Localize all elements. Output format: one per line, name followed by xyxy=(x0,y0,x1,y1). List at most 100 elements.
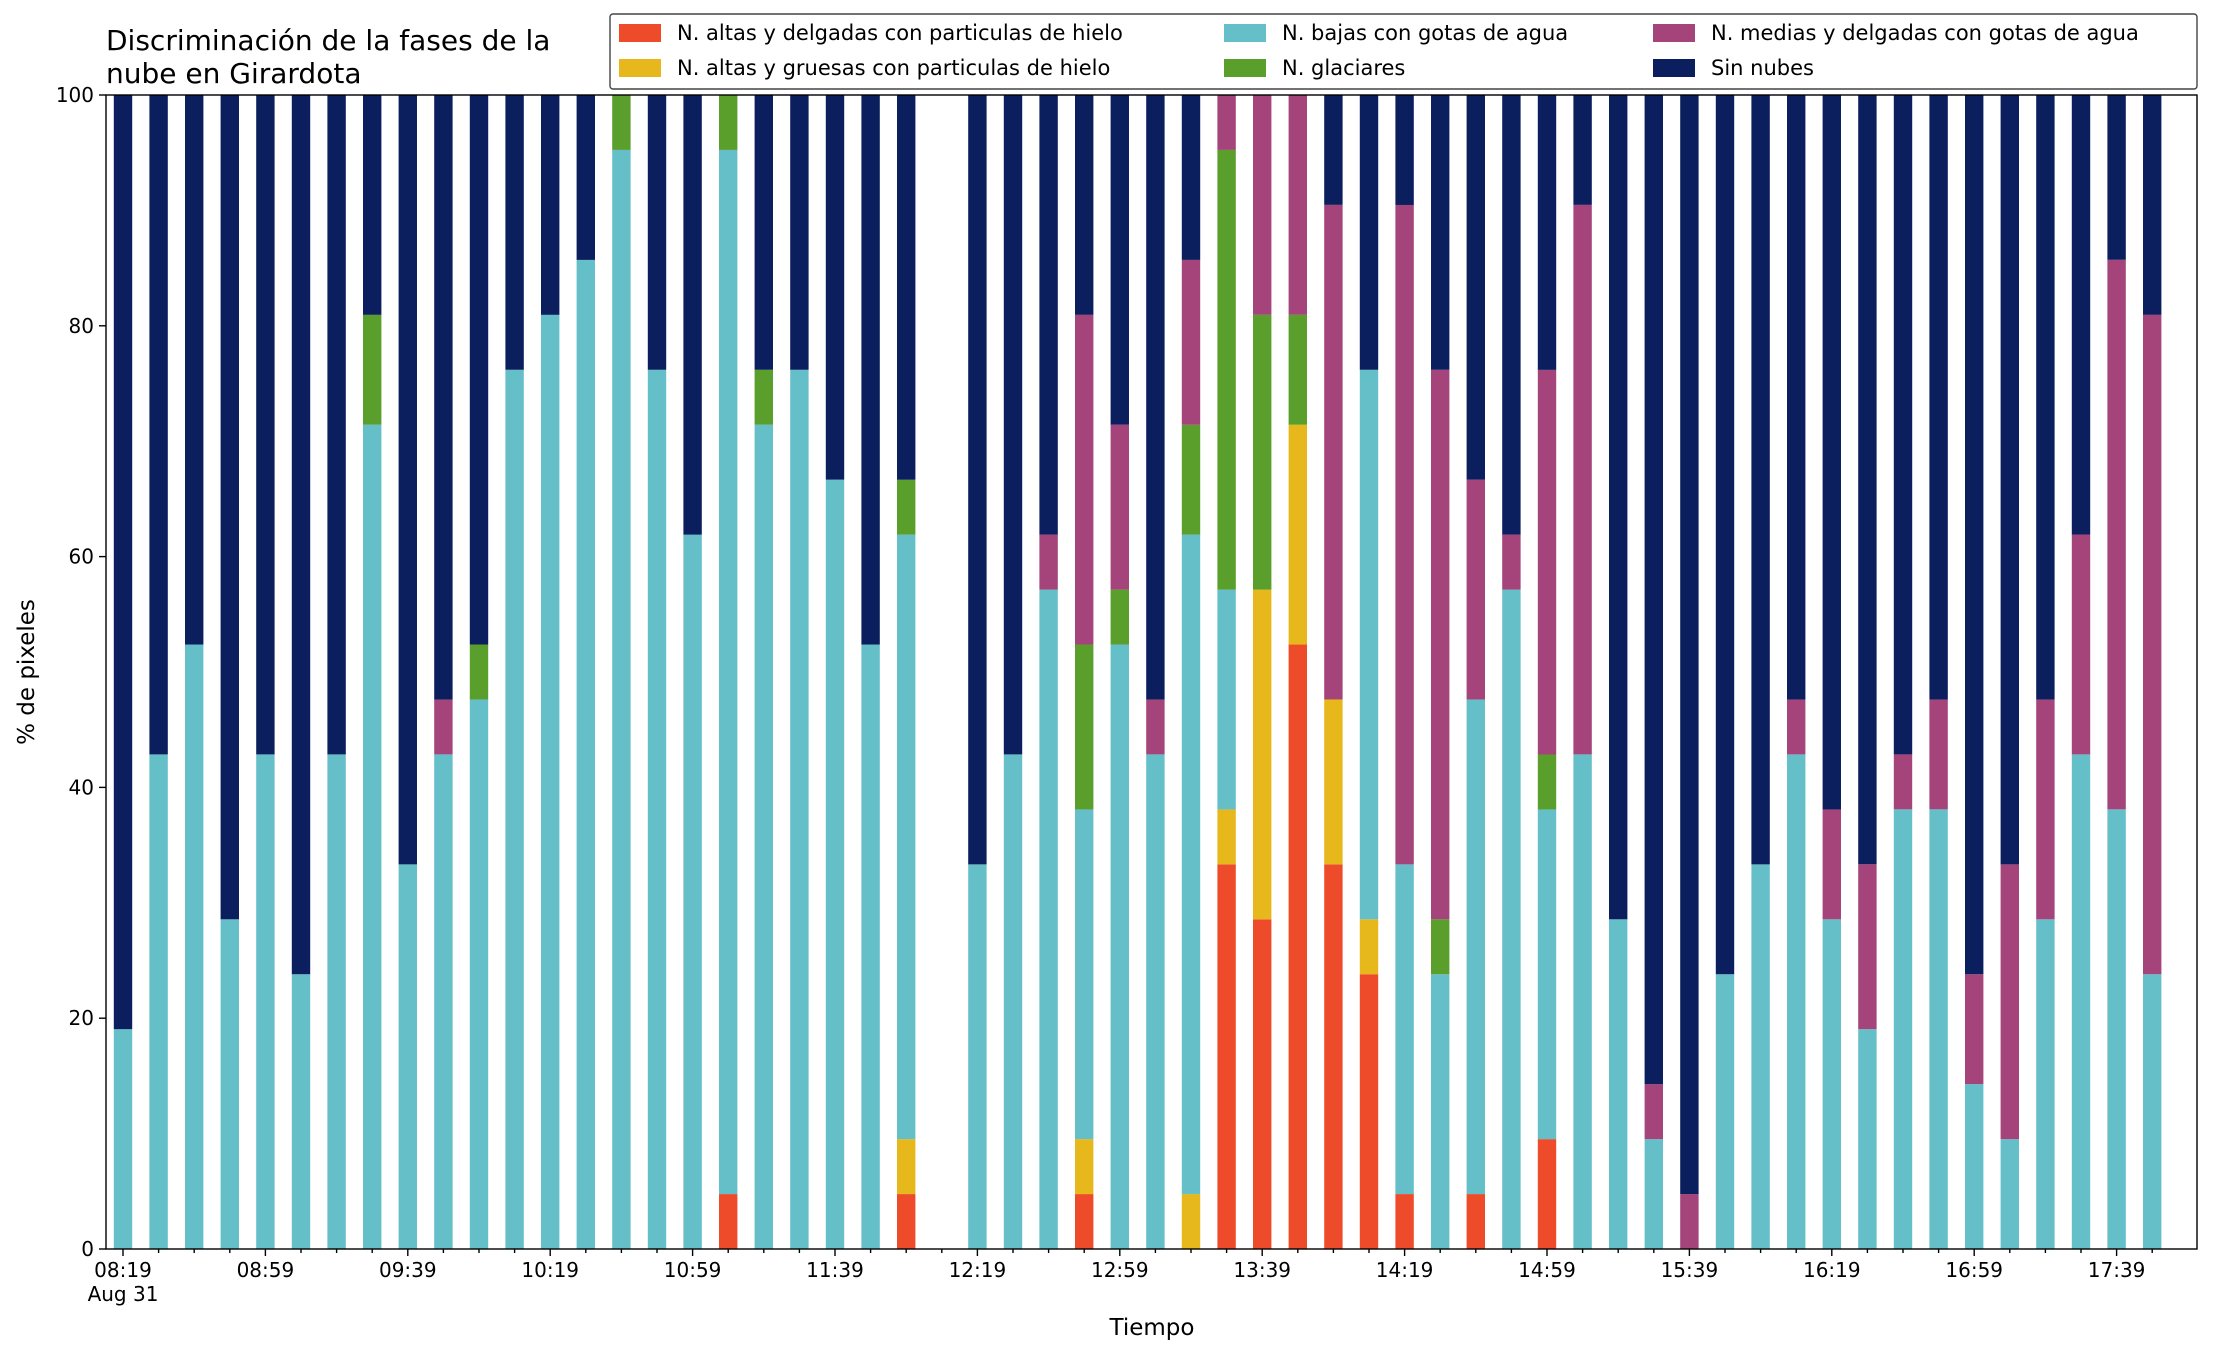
x-tick-label: 08:19 xyxy=(94,1258,152,1282)
bar-segment xyxy=(1822,95,1841,810)
bar-segment xyxy=(1253,919,1272,1249)
bar-segment xyxy=(1217,589,1236,810)
x-tick-label: 15:39 xyxy=(1661,1258,1719,1282)
bar-segment xyxy=(790,369,809,1249)
bar-segment xyxy=(1003,754,1023,1249)
x-axis-label: Tiempo xyxy=(1109,1315,1195,1341)
legend-swatch xyxy=(1224,24,1266,42)
bar-segment xyxy=(1075,1194,1094,1249)
bar-segment xyxy=(861,95,880,645)
bar-segment xyxy=(1573,95,1592,205)
bar-segment xyxy=(825,95,845,480)
bar-segment xyxy=(1395,95,1414,205)
bar-segment xyxy=(1537,95,1557,370)
bar-segment xyxy=(1502,534,1521,590)
bar-segment xyxy=(612,149,631,1249)
x-tick-label: 13:39 xyxy=(1233,1258,1291,1282)
bar-segment xyxy=(1181,95,1201,260)
bar-segment xyxy=(2143,95,2162,315)
bar-segment xyxy=(576,95,595,260)
bar-segment xyxy=(434,699,453,755)
bar-segment xyxy=(861,644,880,1249)
bar-segment xyxy=(1395,1194,1414,1249)
x-tick-label: 12:59 xyxy=(1091,1258,1149,1282)
legend-box xyxy=(609,13,2198,90)
y-tick-label: 100 xyxy=(56,83,94,107)
y-axis-label: % de pixeles xyxy=(14,599,40,745)
bar-segment xyxy=(1288,424,1307,645)
bar-segment xyxy=(968,95,987,865)
bar-segment xyxy=(2036,919,2055,1249)
bar-segment xyxy=(149,754,168,1249)
bar-segment xyxy=(469,699,489,1249)
chart-title: Discriminación de la fases de la xyxy=(106,24,550,57)
bar-segment xyxy=(1537,369,1557,755)
bar-segment xyxy=(790,95,809,370)
bar-segment xyxy=(897,534,916,1140)
bar-segment xyxy=(1288,644,1307,1249)
bar-segment xyxy=(1217,95,1236,150)
bar-segment xyxy=(327,95,346,755)
bar-segment xyxy=(1466,479,1485,700)
bar-segment xyxy=(1787,754,1806,1249)
bar-segment xyxy=(434,95,453,700)
y-tick-label: 0 xyxy=(81,1237,94,1261)
bar-segment xyxy=(185,644,204,1249)
bar-segment xyxy=(220,95,239,920)
x-tick-label: 08:59 xyxy=(237,1258,295,1282)
bar-segment xyxy=(1110,644,1129,1249)
legend-label: N. glaciares xyxy=(1282,56,1405,80)
bar-segment xyxy=(1787,95,1806,700)
bar-segment xyxy=(754,424,773,1249)
bar-segment xyxy=(683,534,702,1249)
legend-swatch xyxy=(619,24,661,42)
bar-segment xyxy=(754,369,773,425)
legend-label: N. medias y delgadas con gotas de agua xyxy=(1711,21,2139,45)
legend-swatch xyxy=(1653,24,1695,42)
bar-segment xyxy=(1715,95,1735,975)
plot-frame xyxy=(105,94,2198,1250)
bar-segment xyxy=(1893,809,1913,1249)
bar-segment xyxy=(1217,809,1236,865)
bar-segment xyxy=(2071,534,2091,755)
bar-segment xyxy=(149,95,168,755)
bar-segment xyxy=(541,314,560,1249)
bar-segment xyxy=(1324,95,1343,205)
bar-segment xyxy=(1324,699,1343,865)
bar-segment xyxy=(1715,974,1735,1249)
bar-segment xyxy=(1537,1139,1557,1249)
bar-segment xyxy=(1110,424,1129,590)
y-tick-label: 20 xyxy=(69,1006,94,1030)
bar-segment xyxy=(2107,259,2126,810)
bar-segment xyxy=(1644,95,1663,1085)
bar-segment xyxy=(2143,314,2162,975)
bar-segment xyxy=(1075,644,1094,810)
bar-segment xyxy=(1431,974,1450,1249)
bar-segment xyxy=(1751,95,1770,865)
bar-segment xyxy=(1858,864,1877,1030)
bar-segment xyxy=(1680,95,1699,1195)
bar-segment xyxy=(719,1194,738,1249)
bar-segment xyxy=(469,95,489,645)
bar-segment xyxy=(1146,95,1165,700)
bar-segment xyxy=(2071,94,2091,535)
bar-segment xyxy=(1644,1139,1663,1249)
bar-segment xyxy=(2036,95,2055,700)
x-tick-label: 11:39 xyxy=(806,1258,864,1282)
bar-segment xyxy=(647,369,667,1249)
x-tick-label: 09:39 xyxy=(379,1258,437,1282)
bar-segment xyxy=(1253,314,1272,590)
bar-segment xyxy=(2107,809,2126,1249)
bar-segment xyxy=(2036,699,2055,920)
bar-segment xyxy=(1893,754,1913,810)
bar-segment xyxy=(1181,534,1201,1195)
bar-segment xyxy=(1075,314,1094,645)
bar-segment xyxy=(1929,95,1948,700)
bar-segment xyxy=(541,95,560,315)
bar-segment xyxy=(1324,204,1343,700)
bar-segment xyxy=(1288,314,1307,425)
bar-segment xyxy=(1253,589,1272,920)
bar-segment xyxy=(1146,699,1165,755)
x-date-label: Aug 31 xyxy=(88,1282,159,1306)
bar-segment xyxy=(113,95,133,1030)
